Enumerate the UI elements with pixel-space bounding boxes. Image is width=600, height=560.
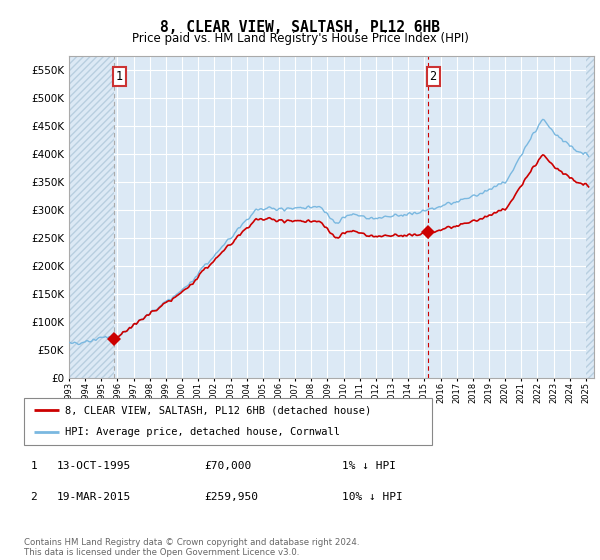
- Text: 10% ↓ HPI: 10% ↓ HPI: [342, 492, 403, 502]
- Text: £70,000: £70,000: [204, 461, 251, 471]
- Text: 13-OCT-1995: 13-OCT-1995: [57, 461, 131, 471]
- Text: 2: 2: [430, 71, 437, 83]
- Text: 8, CLEAR VIEW, SALTASH, PL12 6HB (detached house): 8, CLEAR VIEW, SALTASH, PL12 6HB (detach…: [65, 405, 371, 416]
- Text: 1: 1: [30, 461, 37, 471]
- Text: £259,950: £259,950: [204, 492, 258, 502]
- Text: Price paid vs. HM Land Registry's House Price Index (HPI): Price paid vs. HM Land Registry's House …: [131, 32, 469, 45]
- Text: HPI: Average price, detached house, Cornwall: HPI: Average price, detached house, Corn…: [65, 427, 340, 437]
- Text: 8, CLEAR VIEW, SALTASH, PL12 6HB: 8, CLEAR VIEW, SALTASH, PL12 6HB: [160, 20, 440, 35]
- Text: 2: 2: [30, 492, 37, 502]
- Text: 1% ↓ HPI: 1% ↓ HPI: [342, 461, 396, 471]
- FancyBboxPatch shape: [24, 398, 432, 445]
- Text: 19-MAR-2015: 19-MAR-2015: [57, 492, 131, 502]
- Text: Contains HM Land Registry data © Crown copyright and database right 2024.
This d: Contains HM Land Registry data © Crown c…: [24, 538, 359, 557]
- Text: 1: 1: [116, 71, 123, 83]
